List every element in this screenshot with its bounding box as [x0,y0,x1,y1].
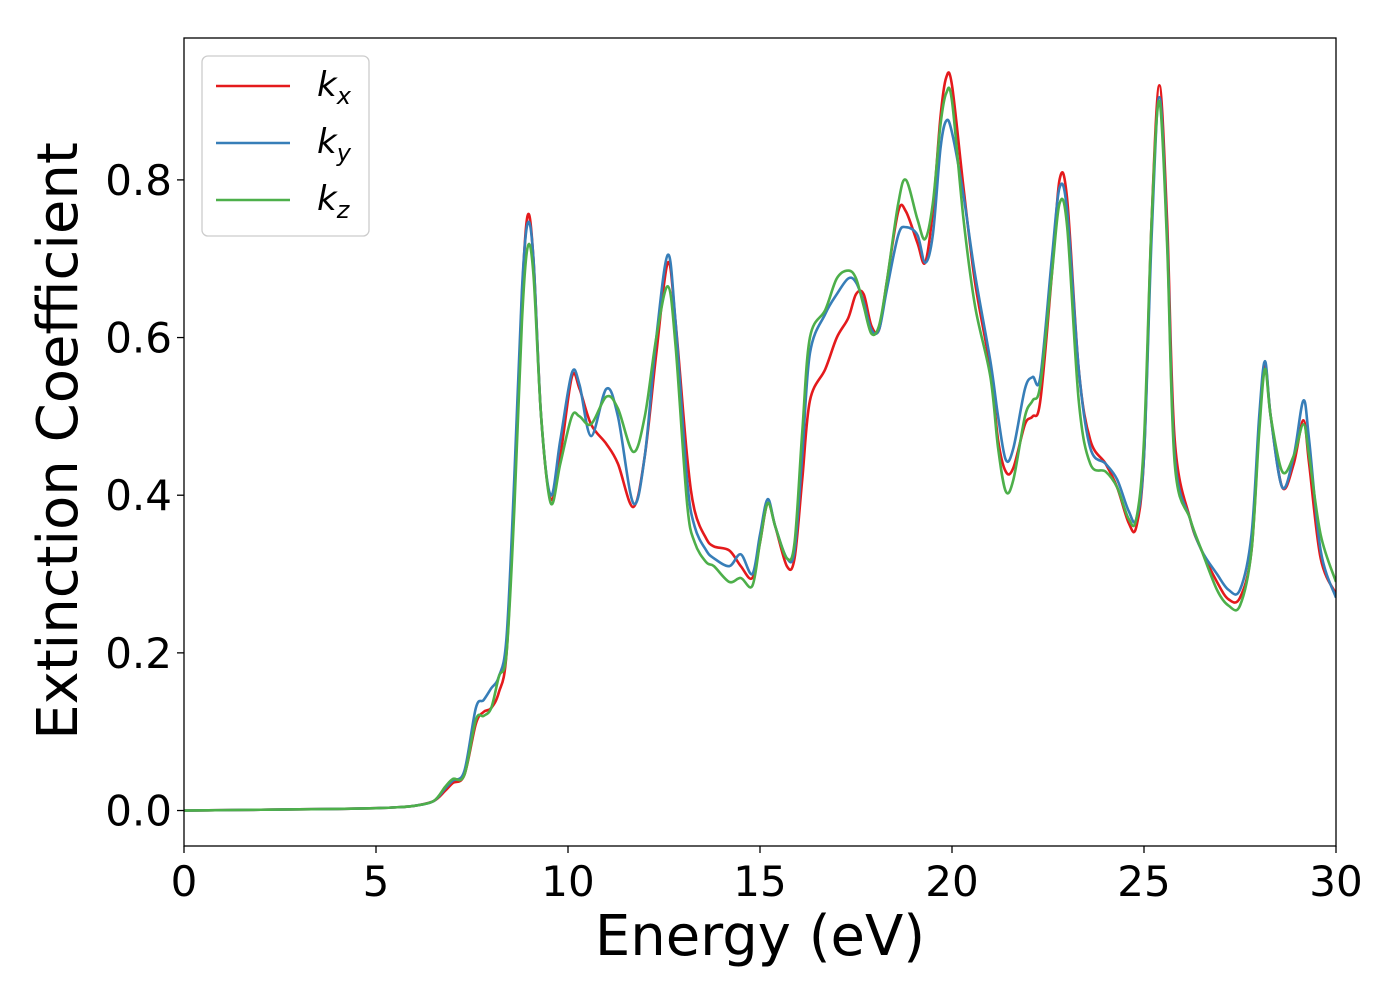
series-line-z [184,86,1336,812]
x-axis-title: Energy (eV) [595,904,925,969]
axes: 0 5 10 15 20 25 30 0.0 0.2 0.4 0.6 0.8 [105,37,1363,906]
x-tick-label: 30 [1309,857,1362,906]
y-tick-label: 0.6 [105,314,172,363]
y-tick-label: 0.2 [105,629,172,678]
y-axis-title: Extinction Coefficient [26,142,91,740]
legend-box [201,55,370,237]
legend-label-z: kz [317,179,351,224]
legend-label-x: kx [317,65,352,110]
x-tick-label: 0 [171,857,198,906]
x-tick-label: 15 [733,857,786,906]
legend: kx ky kz [201,55,370,237]
y-tick-label: 0.8 [105,156,172,205]
x-tick-label: 20 [925,857,978,906]
x-tick-label: 5 [363,857,390,906]
plot-area [184,71,1336,812]
x-tick-label: 10 [541,857,594,906]
y-tick-label: 0.4 [105,471,172,520]
y-tick-label: 0.0 [105,787,172,836]
x-tick-label: 25 [1117,857,1170,906]
legend-label-y: ky [317,122,352,167]
